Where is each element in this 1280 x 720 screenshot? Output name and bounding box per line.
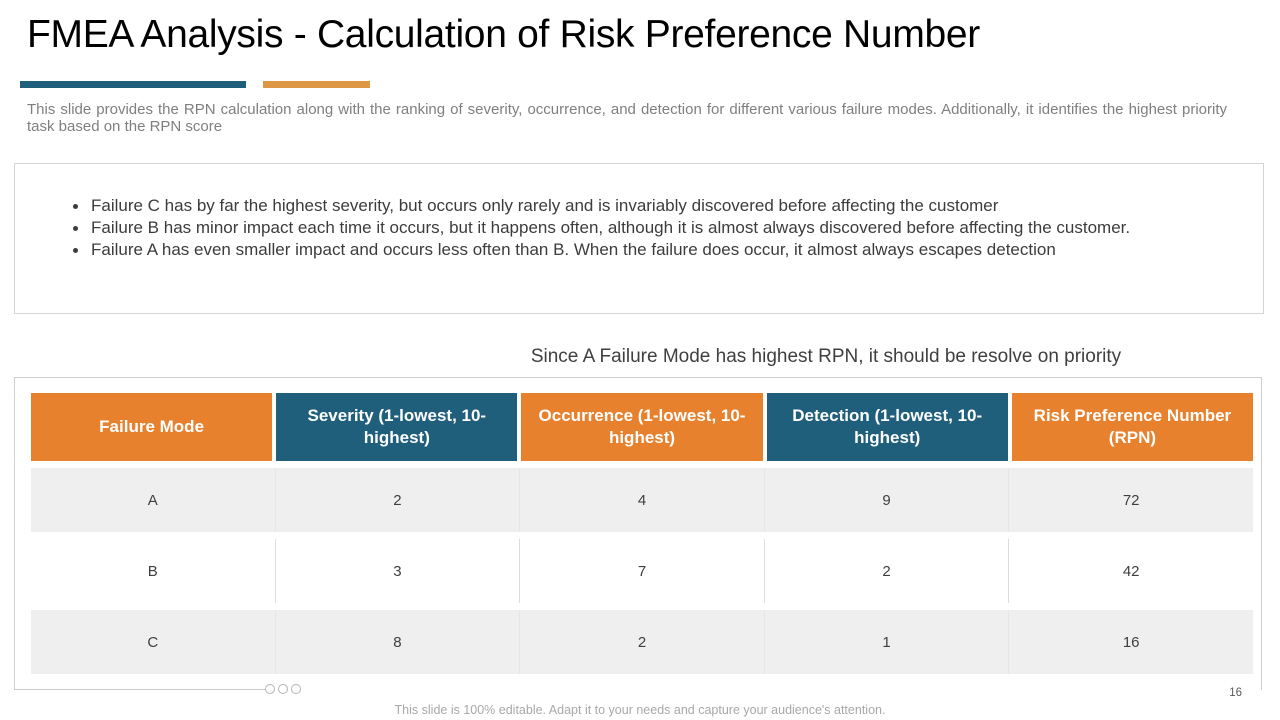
column-header-detection: Detection (1-lowest, 10-highest) xyxy=(766,393,1008,461)
bullet-item: Failure C has by far the highest severit… xyxy=(73,195,1263,217)
cell-failure-mode: B xyxy=(147,562,158,580)
column-header-failure-mode: Failure Mode xyxy=(31,393,273,461)
title-underline-teal xyxy=(20,81,246,88)
bullet-text: Failure B has minor impact each time it … xyxy=(91,218,1131,237)
cell-occurrence: 2 xyxy=(519,610,764,674)
table-row: B 3 7 2 42 xyxy=(31,539,1253,603)
title-underline-orange xyxy=(263,81,370,88)
table-row: C 8 2 1 16 xyxy=(31,610,1253,674)
table-frame: Failure Mode Severity (1-lowest, 10-high… xyxy=(14,377,1262,694)
cell-occurrence: 7 xyxy=(519,539,764,603)
cell-failure-mode: C xyxy=(31,610,275,674)
frame-bottom-line xyxy=(14,689,265,690)
cell-detection: 1 xyxy=(763,610,1009,674)
cell-occurrence: 4 xyxy=(519,468,764,532)
slide-description: This slide provides the RPN calculation … xyxy=(27,101,1227,135)
cell-severity: 2 xyxy=(274,468,520,532)
column-header-severity: Severity (1-lowest, 10-highest) xyxy=(276,393,518,461)
cell-failure-mode: A xyxy=(31,468,275,532)
table-row: A 2 4 9 72 xyxy=(31,468,1253,532)
rpn-table: Failure Mode Severity (1-lowest, 10-high… xyxy=(31,393,1254,674)
bullet-marker xyxy=(73,248,78,253)
callout-text: Since A Failure Mode has highest RPN, it… xyxy=(530,346,1122,367)
cell-severity: 3 xyxy=(274,539,520,603)
column-header-occurrence: Occurrence (1-lowest, 10-highest) xyxy=(521,393,763,461)
bullet-text: Failure A has even smaller impact and oc… xyxy=(91,240,1056,259)
cell-rpn: 16 xyxy=(1008,610,1253,674)
bullet-text: Failure C has by far the highest severit… xyxy=(91,196,999,215)
table-header-row: Failure Mode Severity (1-lowest, 10-high… xyxy=(31,393,1254,461)
bullet-list: Failure C has by far the highest severit… xyxy=(15,164,1263,261)
pagination-dot xyxy=(278,684,288,694)
pagination-dot xyxy=(265,684,275,694)
cell-detection: 9 xyxy=(763,468,1009,532)
footer-note: This slide is 100% editable. Adapt it to… xyxy=(394,703,886,717)
pagination-dot xyxy=(291,684,301,694)
cell-rpn: 72 xyxy=(1008,468,1253,532)
bullet-item: Failure B has minor impact each time it … xyxy=(73,217,1263,239)
column-header-rpn: Risk Preference Number (RPN) xyxy=(1011,393,1254,461)
bullet-marker xyxy=(73,204,78,209)
cell-severity: 8 xyxy=(274,610,520,674)
cell-rpn: 42 xyxy=(1008,539,1253,603)
bullet-item: Failure A has even smaller impact and oc… xyxy=(73,239,1263,261)
bullet-marker xyxy=(73,226,78,231)
page-number: 16 xyxy=(1229,687,1242,699)
key-points-box: Failure C has by far the highest severit… xyxy=(14,163,1264,314)
page-title: FMEA Analysis - Calculation of Risk Pref… xyxy=(27,13,980,56)
cell-detection: 2 xyxy=(763,539,1009,603)
